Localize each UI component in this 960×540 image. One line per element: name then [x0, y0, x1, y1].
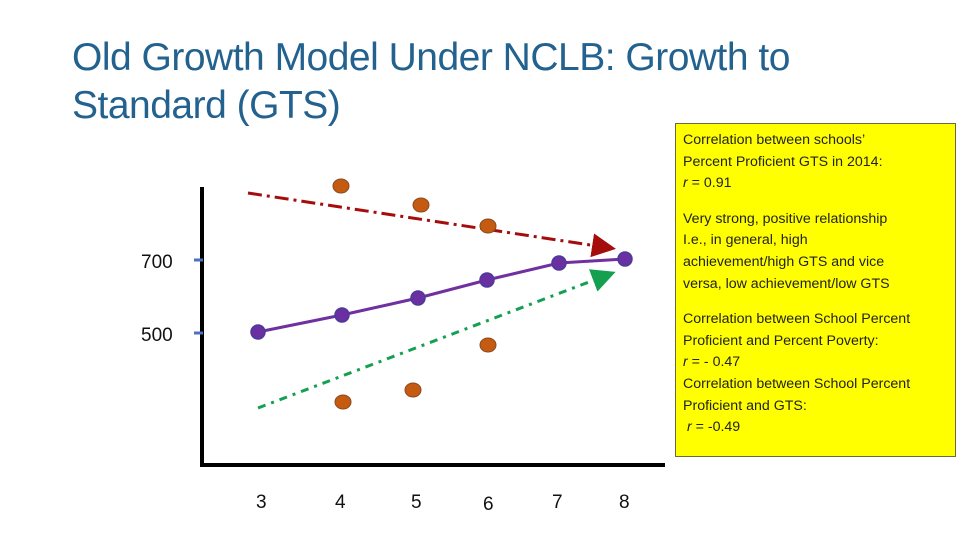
- note-text: I.e., in general, high: [683, 232, 808, 249]
- x-label-7: 7: [552, 492, 563, 513]
- note-text: achievement/high GTS and vice: [683, 253, 885, 270]
- x-label-8: 8: [619, 492, 630, 513]
- r-value: = - 0.47: [687, 354, 741, 371]
- school-point: [404, 382, 422, 398]
- growth-point: [479, 272, 495, 288]
- trend-down-arrow: [247, 191, 616, 258]
- school-point: [334, 394, 352, 410]
- growth-point: [410, 290, 426, 306]
- correlation-note-box: Correlation between schools’ Percent Pro…: [675, 123, 956, 457]
- slide-title: Old Growth Model Under NCLB: Growth to S…: [72, 34, 790, 130]
- note-text: Proficient and Percent Poverty:: [683, 332, 879, 349]
- school-point: [479, 218, 497, 234]
- r-symbol: r: [683, 354, 688, 371]
- r-symbol: r: [686, 419, 692, 436]
- note-text: Correlation between School Percent: [683, 311, 911, 328]
- note-r-value: r = 0.91: [683, 173, 949, 195]
- note-text: Correlation between schools’: [683, 132, 866, 148]
- trend-up-arrow: [257, 269, 616, 410]
- r-value: = 0.91: [687, 175, 732, 192]
- school-point: [332, 178, 350, 194]
- x-label-3: 3: [256, 492, 267, 513]
- school-point: [412, 197, 430, 213]
- growth-line: [257, 257, 626, 334]
- note-text: Very strong, positive relationship: [683, 210, 888, 227]
- r-symbol: r: [683, 175, 688, 192]
- note-r-value: r = - 0.47: [683, 352, 949, 374]
- r-value: = -0.49: [691, 419, 741, 436]
- x-label-4: 4: [335, 492, 346, 513]
- y-label-700: 700: [141, 252, 173, 273]
- school-point: [479, 337, 497, 353]
- note-text: Correlation between School Percent: [683, 375, 911, 392]
- x-label-5: 5: [411, 492, 422, 513]
- title-line-2: Standard (GTS): [72, 84, 341, 127]
- y-label-500: 500: [141, 325, 173, 346]
- growth-point: [334, 307, 350, 323]
- growth-point: [617, 251, 633, 267]
- growth-point: [250, 324, 266, 340]
- title-line-1: Old Growth Model Under NCLB: Growth to: [72, 36, 790, 79]
- growth-point: [551, 255, 567, 271]
- note-text: Percent Proficient GTS in 2014:: [683, 153, 883, 170]
- note-text: versa, low achievement/low GTS: [683, 275, 890, 292]
- x-label-6: 6: [483, 494, 494, 515]
- note-text: Proficient and GTS:: [683, 397, 807, 414]
- note-r-value: r = -0.49: [683, 417, 949, 439]
